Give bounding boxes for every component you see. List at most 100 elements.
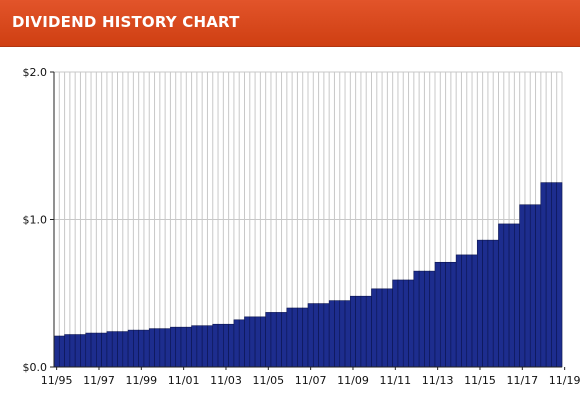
bar bbox=[307, 303, 314, 368]
bar bbox=[191, 325, 198, 368]
bar bbox=[249, 316, 256, 368]
bar bbox=[275, 312, 282, 368]
bar bbox=[185, 326, 192, 368]
x-tick-label: 11/09 bbox=[337, 374, 369, 387]
bar bbox=[53, 335, 60, 368]
bar bbox=[328, 300, 335, 368]
bar bbox=[551, 182, 558, 368]
bar bbox=[535, 204, 542, 368]
bar bbox=[503, 223, 510, 368]
bar bbox=[101, 332, 108, 368]
bar bbox=[175, 326, 182, 368]
x-tick-label: 11/97 bbox=[83, 374, 115, 387]
bar bbox=[159, 328, 166, 368]
bar bbox=[350, 295, 356, 368]
bar bbox=[323, 303, 330, 368]
bar bbox=[233, 319, 240, 368]
bar bbox=[127, 329, 134, 368]
bar bbox=[265, 312, 272, 368]
y-tick-label: $0.0 bbox=[23, 361, 48, 374]
x-tick-label: 11/17 bbox=[506, 374, 538, 387]
panel-title: DIVIDEND HISTORY CHART bbox=[12, 13, 240, 31]
bar bbox=[217, 323, 224, 368]
bar bbox=[223, 323, 229, 368]
bar bbox=[397, 279, 404, 368]
bar bbox=[402, 279, 409, 368]
bar bbox=[429, 270, 436, 368]
bar bbox=[344, 300, 351, 368]
bar bbox=[418, 270, 425, 368]
chart-grid bbox=[53, 71, 563, 368]
x-tick-label: 11/95 bbox=[41, 374, 73, 387]
bar bbox=[244, 316, 251, 368]
bar bbox=[387, 288, 393, 368]
x-tick-label: 11/19 bbox=[549, 374, 580, 387]
bar bbox=[477, 239, 483, 368]
bar bbox=[376, 288, 383, 368]
bar bbox=[80, 334, 87, 368]
bar bbox=[514, 223, 520, 368]
bar bbox=[339, 300, 346, 368]
bar bbox=[90, 332, 97, 368]
bar bbox=[545, 182, 552, 368]
bar bbox=[445, 261, 452, 368]
bar bbox=[148, 328, 155, 368]
x-tick-label: 11/07 bbox=[295, 374, 327, 387]
bar bbox=[64, 334, 71, 368]
bar bbox=[461, 254, 468, 368]
bar bbox=[291, 307, 298, 368]
bar bbox=[196, 325, 203, 368]
bar bbox=[413, 270, 420, 368]
bar bbox=[254, 316, 261, 368]
x-tick-label: 11/15 bbox=[464, 374, 496, 387]
panel-header: DIVIDEND HISTORY CHART bbox=[0, 0, 580, 47]
y-tick-label: $1.0 bbox=[23, 214, 48, 227]
bar bbox=[434, 261, 441, 368]
bar bbox=[450, 261, 457, 368]
bar bbox=[143, 329, 150, 368]
x-tick-label: 11/99 bbox=[125, 374, 157, 387]
x-tick-label: 11/05 bbox=[252, 374, 284, 387]
bar bbox=[58, 335, 65, 368]
y-axis-labels: $2.0 $1.0 $0.0 bbox=[23, 66, 54, 374]
bar bbox=[180, 326, 187, 368]
bar bbox=[260, 316, 266, 368]
bar bbox=[524, 204, 531, 368]
bar bbox=[334, 300, 341, 368]
bar bbox=[238, 319, 245, 368]
bar bbox=[540, 182, 547, 368]
bar bbox=[122, 331, 129, 368]
bar bbox=[466, 254, 473, 368]
bar bbox=[302, 307, 309, 368]
bar bbox=[164, 328, 171, 368]
x-tick-label: 11/01 bbox=[168, 374, 200, 387]
bar bbox=[556, 182, 563, 368]
bar bbox=[270, 312, 277, 368]
bar bbox=[471, 254, 478, 368]
bar bbox=[365, 295, 372, 368]
bar bbox=[492, 239, 499, 368]
bar bbox=[133, 329, 139, 368]
bar bbox=[154, 328, 161, 368]
bar bbox=[482, 239, 489, 368]
y-tick-label: $2.0 bbox=[23, 66, 48, 79]
bar bbox=[360, 295, 367, 368]
bar bbox=[286, 307, 293, 368]
bar bbox=[519, 204, 526, 368]
bar bbox=[111, 331, 118, 368]
bar bbox=[371, 288, 378, 368]
bar bbox=[212, 323, 219, 368]
bar bbox=[424, 270, 431, 368]
x-axis-labels: 11/95 11/97 11/99 11/01 11/03 11/05 11/07 11/09… bbox=[41, 367, 580, 387]
bar bbox=[85, 332, 92, 368]
bar bbox=[106, 331, 113, 368]
bar bbox=[318, 303, 325, 368]
x-tick-label: 11/13 bbox=[422, 374, 454, 387]
bar bbox=[207, 325, 214, 368]
bar bbox=[487, 239, 494, 368]
bar bbox=[281, 312, 288, 368]
x-tick-label: 11/11 bbox=[379, 374, 411, 387]
bar bbox=[74, 334, 81, 368]
